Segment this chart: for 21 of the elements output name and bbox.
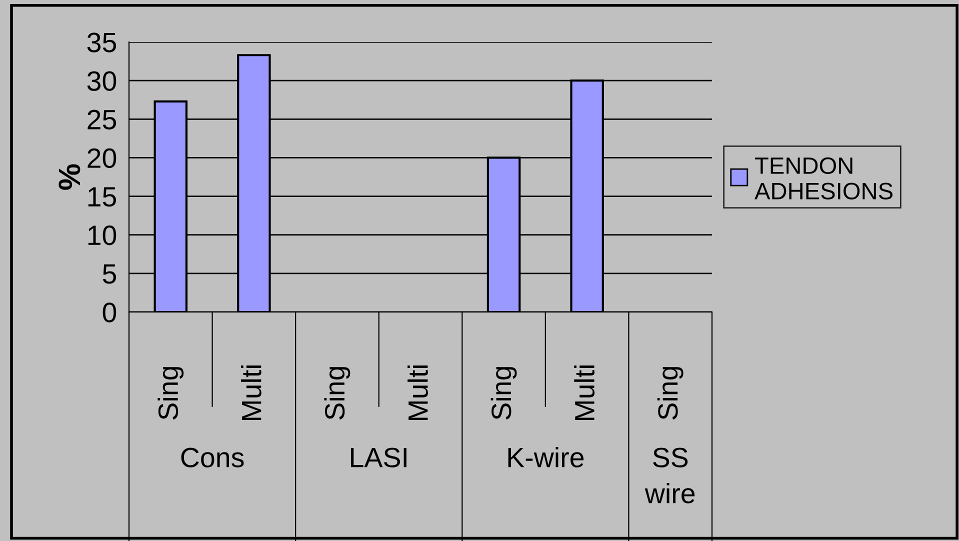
y-tick-label: 10 (88, 226, 116, 246)
x-tick-label: Sing (490, 366, 517, 420)
legend-label: TENDON ADHESIONS (754, 157, 892, 200)
text: Cons (181, 448, 244, 468)
y-tick-label: 30 (87, 71, 116, 91)
x-tick-label: Sing (657, 366, 684, 420)
y-tick-label: 20 (88, 148, 116, 168)
x-tick-label: Sing (158, 366, 184, 420)
x-tick-label: Sing (324, 366, 350, 420)
y-tick-label: 15 (88, 187, 116, 207)
x-tick-label: Multi (240, 366, 262, 420)
y-tick-label: 25 (88, 110, 116, 130)
text: LASI (351, 448, 406, 468)
text: SS wire (644, 448, 695, 504)
x-tick-label: Multi (574, 366, 595, 420)
x-tick-label: Multi (408, 366, 428, 420)
y-tick-label: 35 (87, 32, 116, 52)
y-tick-label: 0 (102, 302, 116, 322)
y-axis-title: % (58, 164, 80, 190)
y-tick-label: 5 (102, 264, 116, 284)
text: K-wire (508, 447, 584, 468)
